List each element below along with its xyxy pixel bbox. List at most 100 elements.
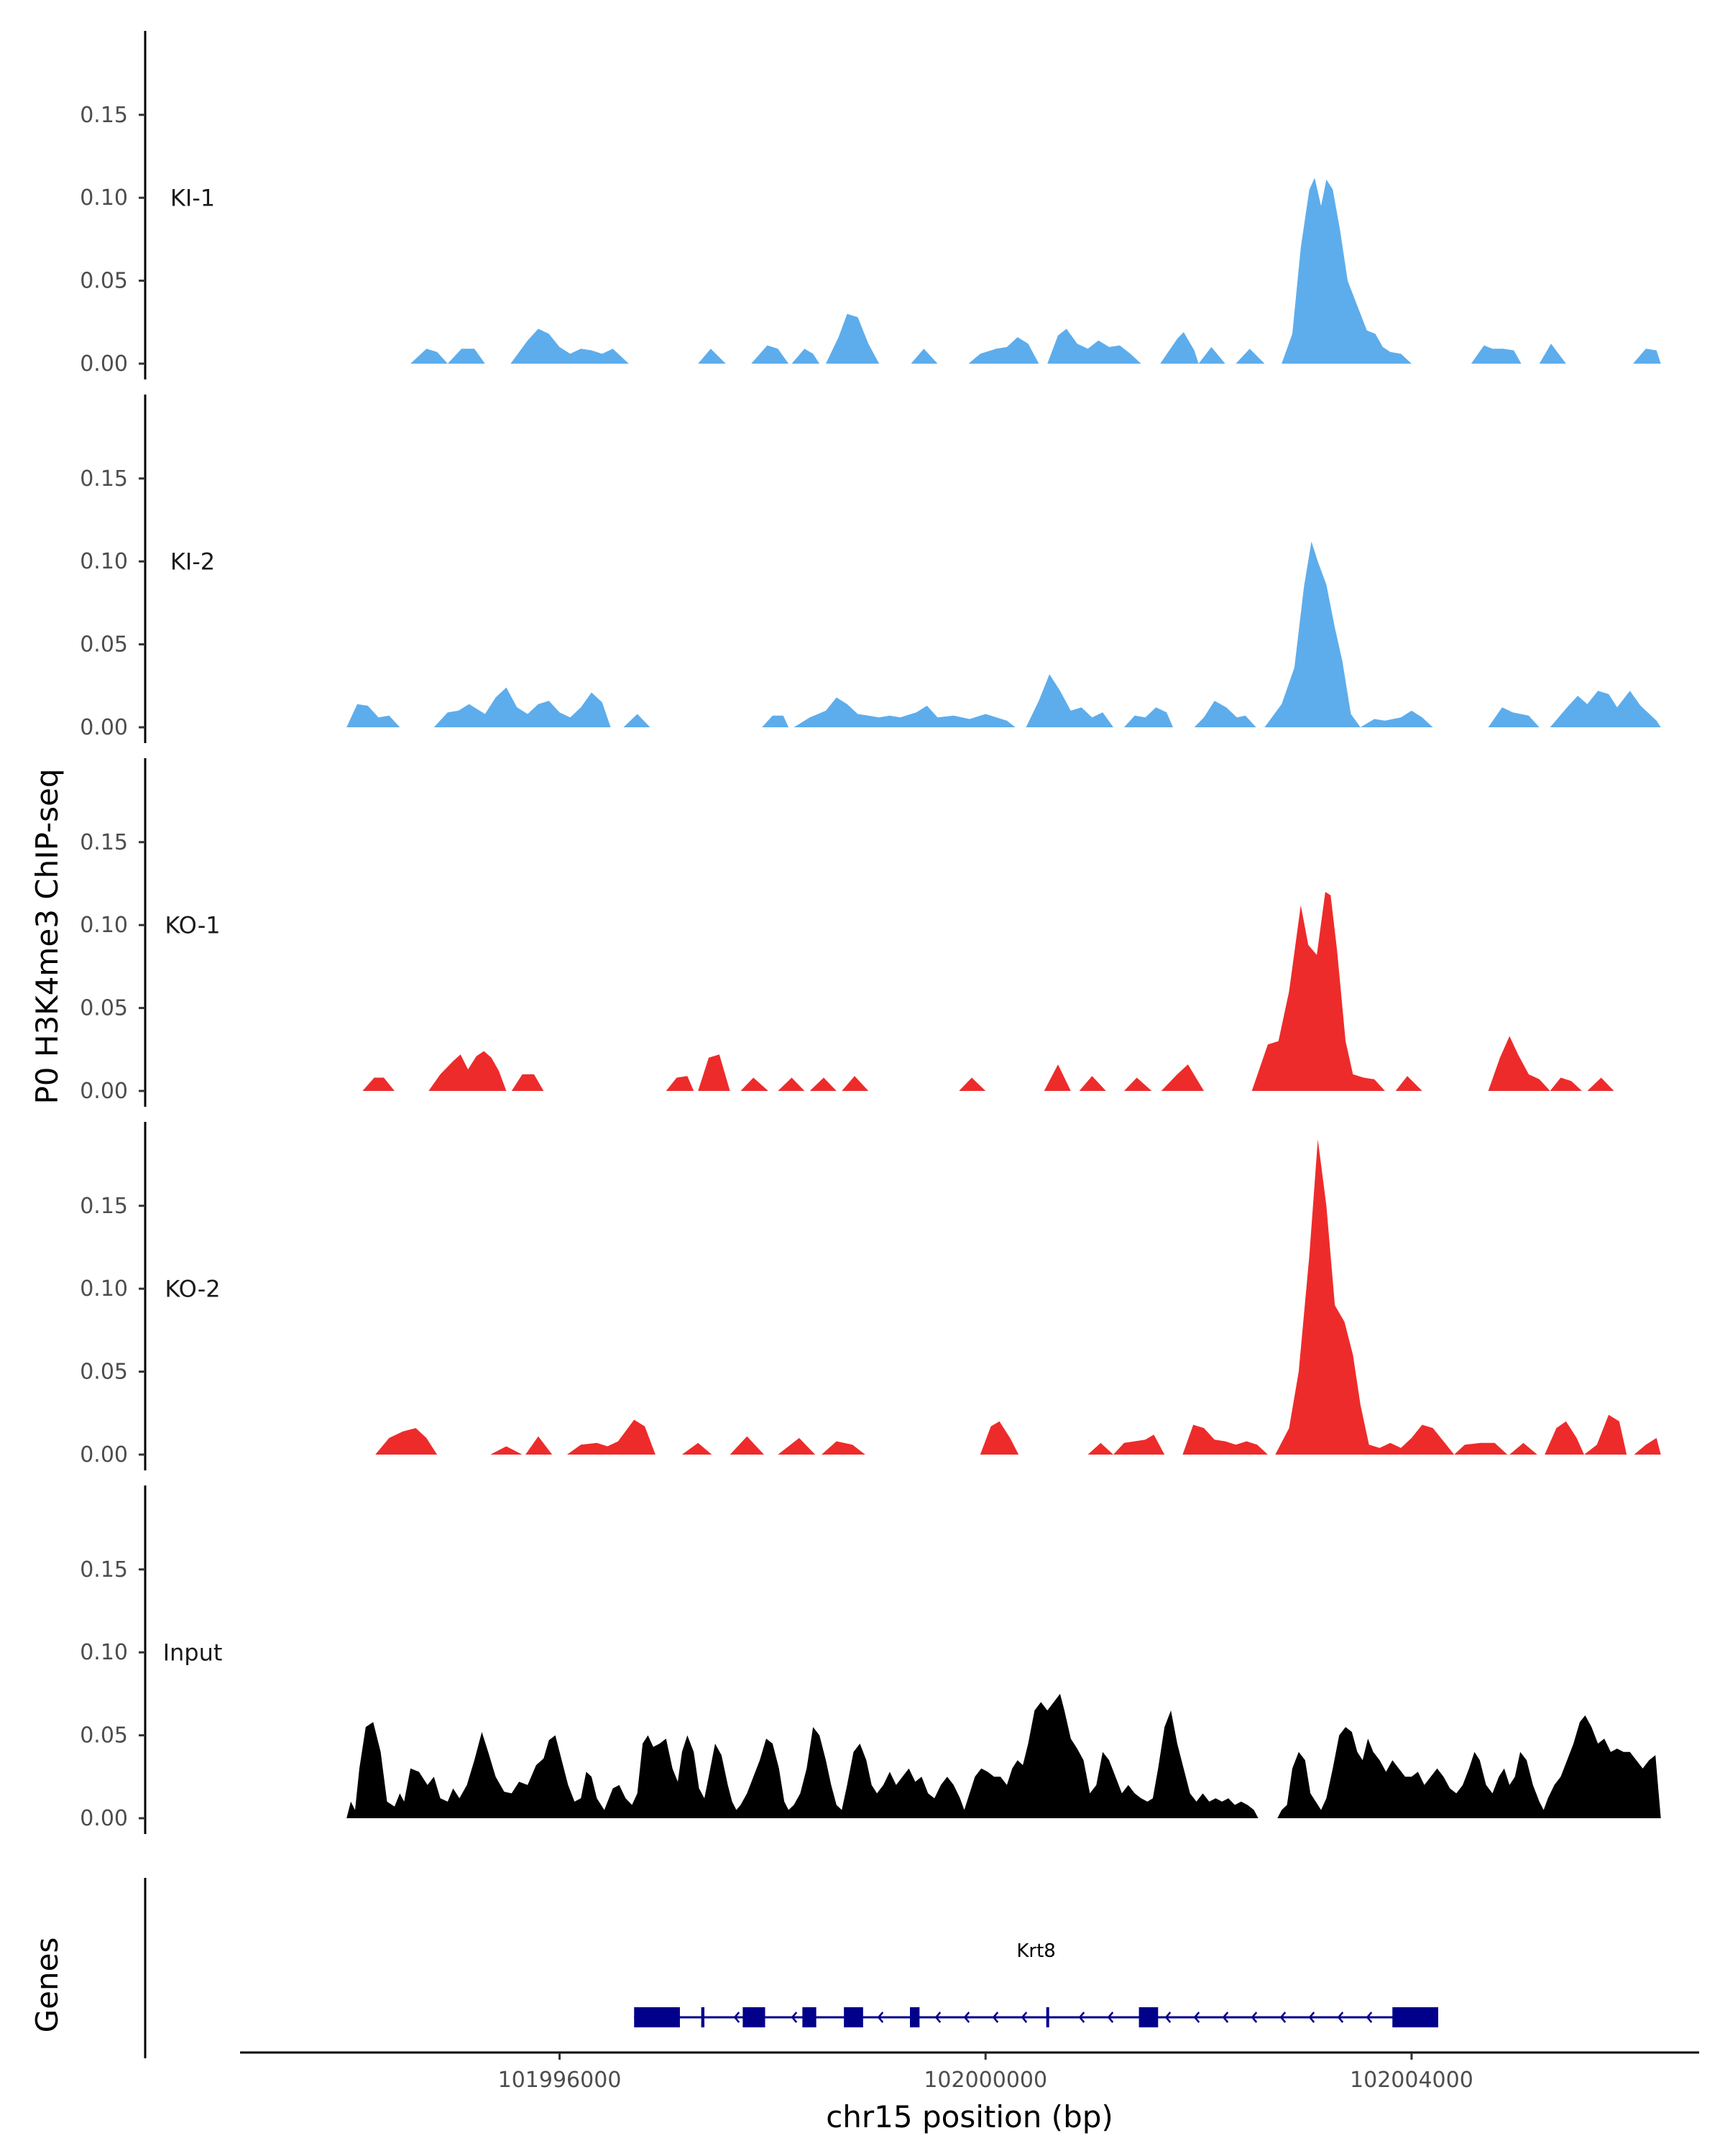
signal-peak [822,1441,865,1455]
y-tick-label: 0.10 [80,1276,128,1302]
signal-peak [794,697,1016,727]
gene-exon [1046,2007,1049,2027]
x-axis: 101996000 102000000 102004000 [240,2051,1699,2093]
signal-peak [447,349,485,364]
signal-peak [1123,1077,1152,1091]
signal-peak [566,1419,656,1455]
y-tick-label: 0.10 [80,1640,128,1665]
signal-peak [346,704,400,727]
strand-arrow [934,2012,942,2023]
y-tick-label: 0.00 [80,1442,128,1468]
y-tick-label: 0.00 [80,715,128,740]
signal-peak [911,349,938,364]
y-axis-title: P0 H3K4me3 ChIP-seq [29,768,65,1104]
signal-peak [1360,710,1433,727]
y-tick-label: 0.05 [80,1360,128,1385]
gene-exon [742,2007,765,2027]
signal-peak [968,337,1039,364]
y-tick-label: 0.00 [80,1079,128,1104]
signal-peak [1633,349,1661,364]
signal-peak [1488,1036,1550,1091]
x-tick-label: 102000000 [924,2068,1047,2093]
x-tick-label: 102004000 [1350,2068,1473,2093]
y-tick-label: 0.10 [80,185,128,211]
signal-peak [681,1442,712,1455]
signal-peak [1584,1414,1627,1455]
signal-peak [1509,1442,1537,1455]
signal-peak [698,349,726,364]
strand-arrow [1337,2012,1344,2023]
signal-peak [778,1437,816,1455]
signal-peak [1123,707,1173,727]
strand-arrow [1078,2012,1085,2023]
signal-peak [511,1074,544,1091]
signal-peak [1471,345,1522,364]
y-tick-label: 0.00 [80,351,128,377]
signal-peak [410,349,448,364]
gene-exon [1392,2007,1438,2027]
track-panel-ko-2: 0.00 0.05 0.10 0.15 KO-2 [80,1122,1661,1470]
strand-arrow [1164,2012,1172,2023]
signal-peak [740,1077,768,1091]
track-label: KO-2 [165,1276,220,1303]
signal-peak [490,1446,523,1455]
signal-peak [1182,1424,1268,1455]
strand-arrow [1308,2012,1315,2023]
gene-exon [844,2007,863,2027]
signal-peak [1539,344,1566,364]
y-tick-label: 0.05 [80,269,128,294]
signal-peak [1194,701,1256,727]
signal-peak [1277,1715,1661,1818]
track-panel-input: 0.00 0.05 0.10 0.15 Input [80,1485,1661,1834]
signal-peak [1161,1064,1204,1091]
y-tick-label: 0.10 [80,913,128,938]
signal-peak [791,349,820,364]
strand-arrow [733,2012,740,2023]
y-tick-label: 0.15 [80,103,128,128]
signal-peak [751,345,789,364]
strand-arrow [877,2012,884,2023]
track-panel-ki-2: 0.00 0.05 0.10 0.15 KI-2 [80,395,1661,743]
signal-peak [809,1077,837,1091]
track-label: KI-2 [170,548,215,576]
signal-peak [510,328,629,364]
track-panel-ko-1: 0.00 0.05 0.10 0.15 KO-1 [80,758,1614,1107]
strand-arrow [1279,2012,1287,2023]
gene-label: Krt8 [1016,1940,1055,1962]
y-tick-label: 0.15 [80,830,128,855]
signal-peak [698,1054,730,1091]
signal-peak [826,313,880,364]
signal-peak [1545,1421,1584,1455]
y-tick-label: 0.15 [80,1194,128,1219]
signal-peak [762,715,789,727]
signal-peak [1550,1077,1582,1091]
signal-peak [666,1076,694,1091]
strand-arrow [1222,2012,1229,2023]
y-tick-label: 0.00 [80,1806,128,1831]
signal-peak [375,1428,438,1455]
gene-exon [1138,2007,1159,2027]
signal-peak [1282,178,1412,364]
signal-peak [1634,1437,1661,1455]
y-tick-label: 0.05 [80,1723,128,1749]
signal-peak [1113,1434,1165,1455]
gene-exon [802,2007,816,2027]
y-tick-label: 0.15 [80,1557,128,1583]
y-tick-label: 0.15 [80,466,128,492]
signal-peak [1275,1139,1455,1455]
y-tick-label: 0.10 [80,549,128,574]
signal-peak [1251,892,1385,1091]
signal-peak [1454,1442,1508,1455]
gene-exon [701,2007,705,2027]
signal-peak [1044,1064,1071,1091]
x-tick-label: 101996000 [498,2068,622,2093]
signal-peak [730,1436,764,1455]
gene-track-panel: Krt8 [144,1878,1438,2058]
signal-peak [433,687,611,727]
signal-peak [1236,349,1265,364]
signal-peak [1087,1442,1113,1455]
signal-peak [1264,541,1361,727]
signal-peak [362,1077,395,1091]
signal-peak [623,714,650,727]
signal-peak [525,1436,553,1455]
